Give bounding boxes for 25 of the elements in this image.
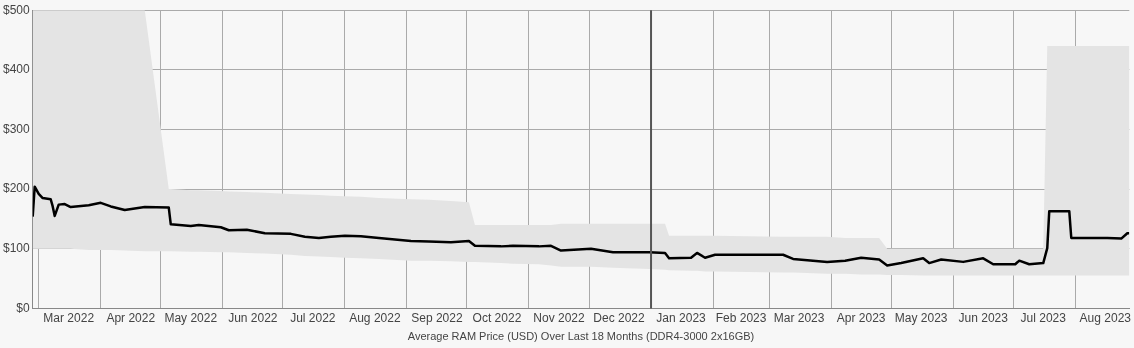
y-tick-label: $300 [2,121,31,136]
x-tick-label: Jul 2023 [1020,310,1067,325]
x-tick-label: Feb 2023 [715,310,767,325]
x-tick-label: Jun 2022 [228,310,278,325]
y-tick-label: $100 [2,241,31,256]
x-tick-label: Sep 2022 [411,310,463,325]
x-tick-label: Nov 2022 [533,310,585,325]
x-tick-label: Dec 2022 [593,310,646,325]
x-tick-label: Oct 2022 [472,310,522,325]
y-tick-label: $0 [16,300,31,315]
x-tick-label: Jul 2022 [290,310,336,325]
x-tick-label: Apr 2023 [836,310,886,325]
x-tick-label: May 2022 [164,310,218,325]
x-tick-label: Mar 2023 [773,310,825,325]
x-tick-label: Aug 2022 [349,310,401,325]
y-tick-label: $200 [2,181,31,196]
x-tick-label: May 2023 [894,310,948,325]
x-tick-label: Aug 2023 [1079,310,1132,325]
x-axis-title: Average RAM Price (USD) Over Last 18 Months (DDR4-3000 2x16GB) [407,330,755,343]
x-tick-label: Mar 2022 [43,310,95,325]
x-tick-label: Jun 2023 [958,310,1009,325]
y-tick-label: $500 [2,2,31,17]
x-tick-label: Apr 2022 [106,310,156,325]
x-tick-label: Jan 2023 [656,310,707,325]
y-tick-label: $400 [2,62,31,77]
